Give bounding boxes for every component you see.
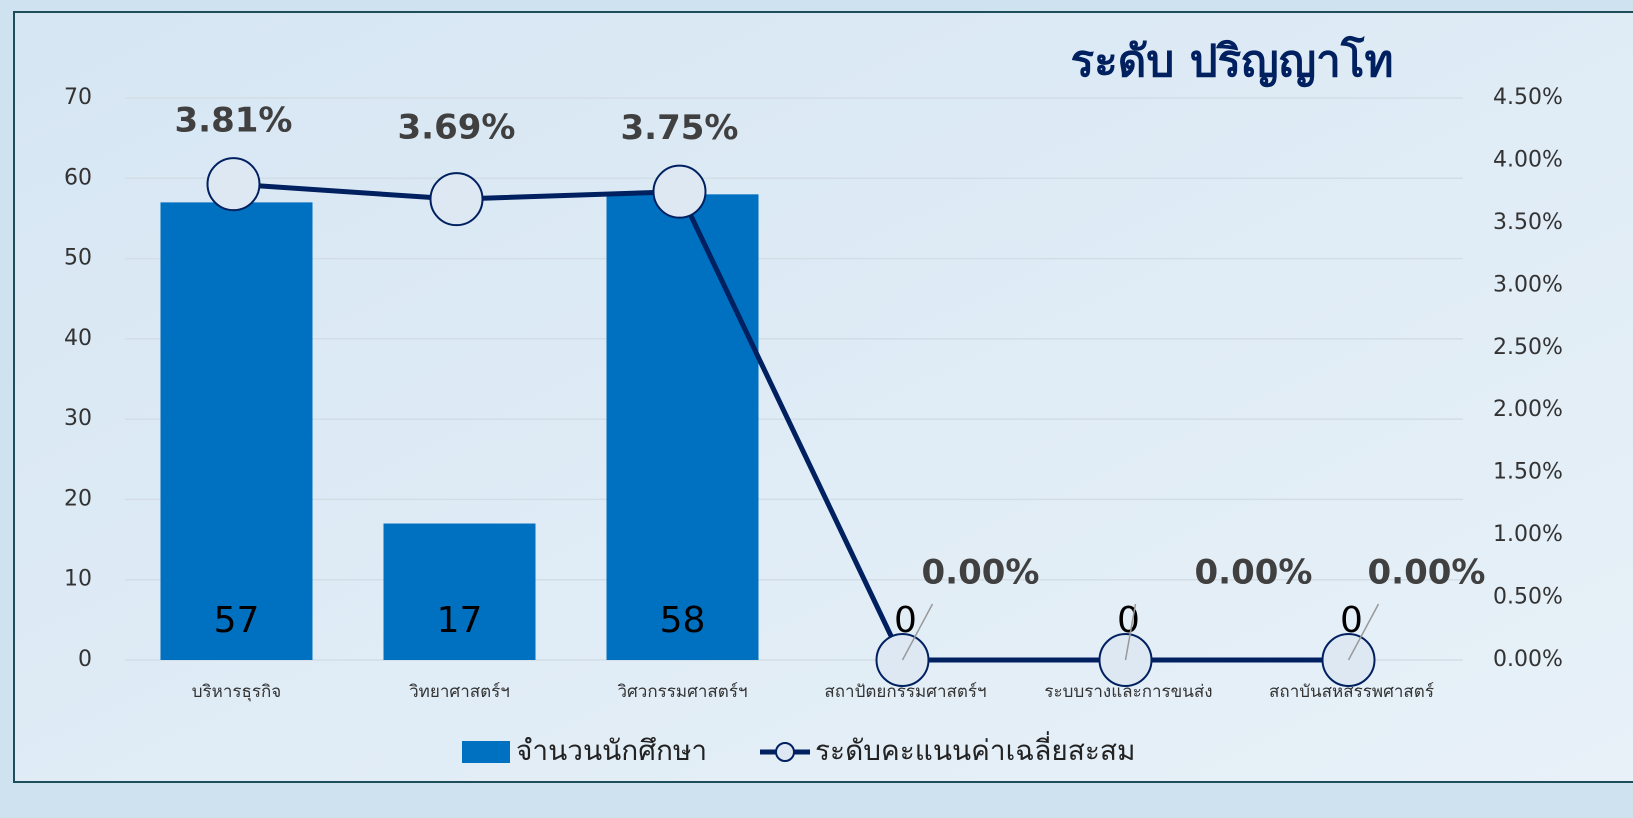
bar-value-label: 0 xyxy=(894,600,917,641)
line-value-label: 0.00% xyxy=(1195,553,1313,593)
bar xyxy=(160,202,313,660)
bar xyxy=(383,523,536,660)
legend-swatch xyxy=(775,742,795,762)
leader-line xyxy=(1347,603,1380,661)
line-value-label: 0.00% xyxy=(922,553,1040,593)
y2-tick-label: 0.50% xyxy=(1493,585,1563,610)
legend-label: จำนวนนักศึกษา xyxy=(516,734,707,767)
x-tick-label: สถาบันสหสรรพศาสตร์ xyxy=(1269,682,1434,702)
line-value-label: 3.69% xyxy=(398,108,516,148)
y2-tick-label: 3.00% xyxy=(1493,272,1563,297)
y-tick-label: 10 xyxy=(64,567,92,592)
legend-label: ระดับคะแนนค่าเฉลี่ยสะสม xyxy=(815,731,1135,767)
y2-tick-label: 4.50% xyxy=(1493,85,1563,110)
line-marker xyxy=(429,172,484,227)
bar-value-label: 58 xyxy=(660,600,706,641)
y-tick-label: 0 xyxy=(78,647,92,672)
bar-value-label: 17 xyxy=(437,600,483,641)
x-tick-label: สถาปัตยกรรมศาสตร์ฯ xyxy=(824,682,986,702)
bar-value-label: 57 xyxy=(214,600,260,641)
leader-line xyxy=(1124,603,1137,661)
x-tick-label: บริหารธุรกิจ xyxy=(192,682,282,702)
leader-line xyxy=(901,603,934,661)
line-marker xyxy=(206,157,261,212)
x-tick-label: วิศวกรรมศาสตร์ฯ xyxy=(617,682,748,702)
x-tick-label: วิทยาศาสตร์ฯ xyxy=(409,682,510,702)
line-value-label: 3.75% xyxy=(621,108,739,148)
line-value-label: 3.81% xyxy=(175,101,293,141)
y2-tick-label: 1.50% xyxy=(1493,460,1563,485)
y-tick-label: 60 xyxy=(64,165,92,190)
y-tick-label: 20 xyxy=(64,486,92,511)
line-value-label: 0.00% xyxy=(1368,553,1486,593)
bar xyxy=(606,194,759,661)
legend-swatch xyxy=(462,741,510,763)
y-tick-label: 50 xyxy=(64,246,92,271)
chart-title: ระดับ ปริญญาโท xyxy=(1071,34,1394,87)
y-tick-label: 40 xyxy=(64,326,92,351)
y2-tick-label: 0.00% xyxy=(1493,647,1563,672)
y-tick-label: 70 xyxy=(64,85,92,110)
x-tick-label: ระบบรางและการขนส่ง xyxy=(1044,682,1212,702)
bar-value-label: 0 xyxy=(1340,600,1363,641)
y2-tick-label: 4.00% xyxy=(1493,147,1563,172)
y2-tick-label: 2.00% xyxy=(1493,397,1563,422)
y2-tick-label: 1.00% xyxy=(1493,522,1563,547)
line-marker xyxy=(652,164,707,219)
line xyxy=(233,181,1349,663)
y-tick-label: 30 xyxy=(64,406,92,431)
y2-tick-label: 3.50% xyxy=(1493,210,1563,235)
y2-tick-label: 2.50% xyxy=(1493,335,1563,360)
